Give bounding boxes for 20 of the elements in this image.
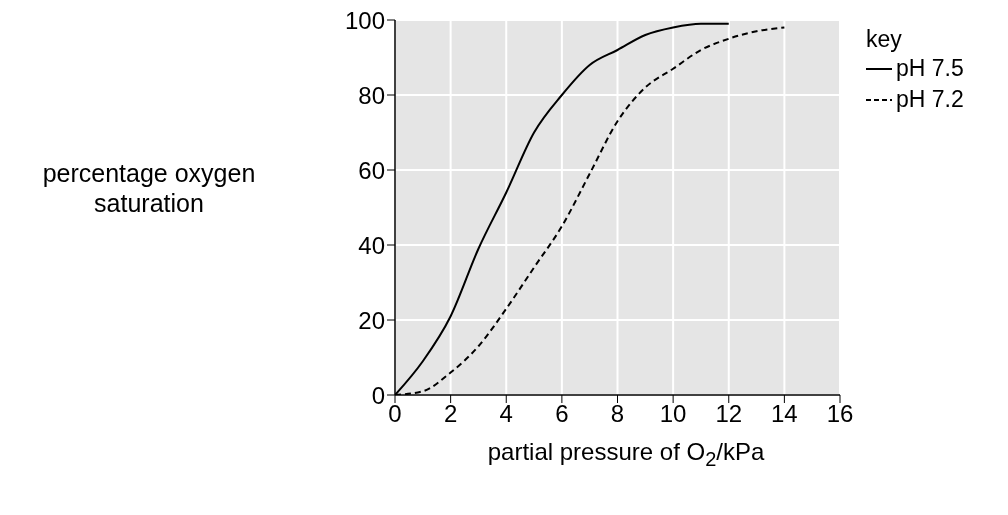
x-tick-label: 14 xyxy=(771,400,798,428)
x-tick-label: 6 xyxy=(555,400,569,428)
x-tick-label: 8 xyxy=(610,400,625,428)
legend-label: pH 7.5 xyxy=(896,55,964,82)
y-tick-label: 100 xyxy=(344,6,385,34)
x-tick-label: 0 xyxy=(388,400,402,428)
legend-title: key xyxy=(866,26,903,53)
x-tick-label: 16 xyxy=(826,400,854,428)
x-tick-label: 4 xyxy=(499,400,513,428)
y-axis-title: percentage oxygen saturation xyxy=(41,158,257,218)
x-axis-title: partial pressure of O$_{2}$/kPa xyxy=(486,438,766,471)
x-tick-label: 10 xyxy=(659,400,687,428)
y-tick-label: 40 xyxy=(358,231,385,259)
y-tick-label: 60 xyxy=(358,156,385,184)
y-tick-label: 0 xyxy=(371,381,385,409)
legend-label: pH 7.2 xyxy=(896,86,964,113)
y-tick-label: 20 xyxy=(358,306,385,334)
y-tick-label: 80 xyxy=(358,81,385,109)
x-tick-label: 2 xyxy=(443,400,458,428)
x-tick-label: 12 xyxy=(715,400,743,428)
